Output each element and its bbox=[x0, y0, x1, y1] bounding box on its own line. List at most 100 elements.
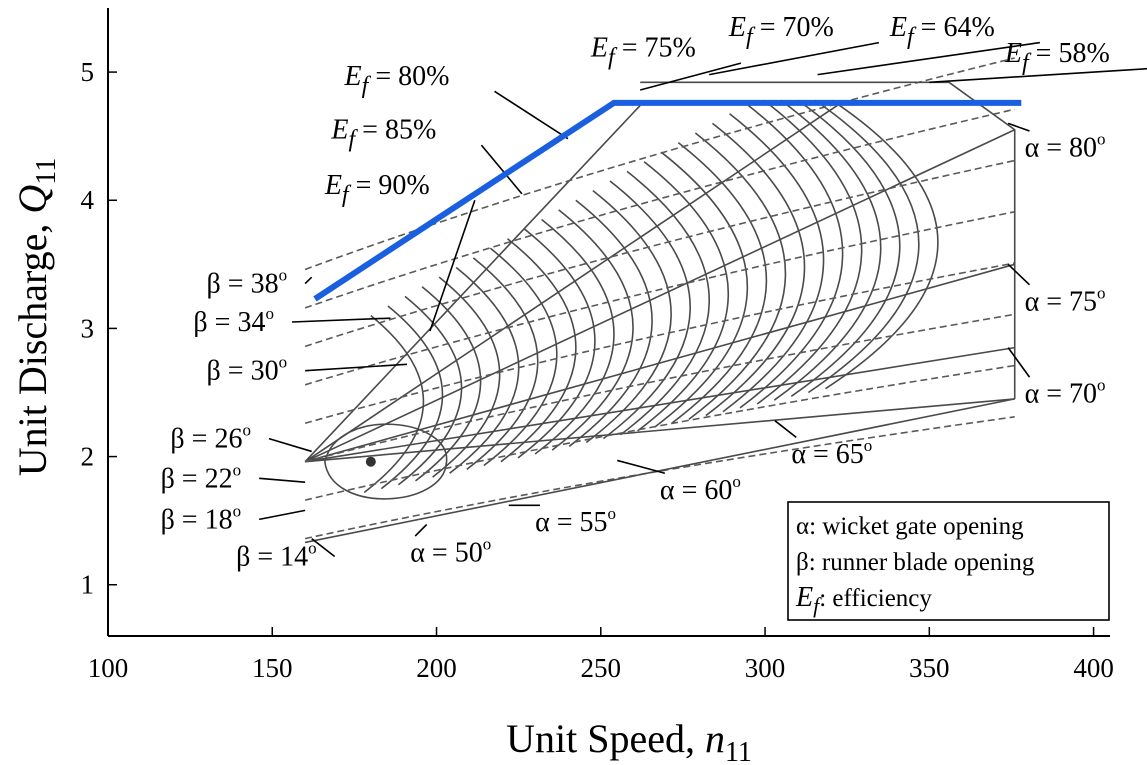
legend-entry: Ef: efficiency bbox=[795, 582, 932, 618]
efficiency-contour bbox=[825, 99, 939, 390]
efficiency-contour bbox=[363, 314, 425, 494]
gate-opening-line bbox=[305, 398, 1015, 463]
efficiency-contour bbox=[534, 218, 615, 455]
annotations: Ef = 80% Ef = 75% Ef = 70% Ef = 64%Ef = 58%… bbox=[161, 12, 1147, 573]
efficiency-contour bbox=[807, 99, 920, 394]
efficiency-contour bbox=[500, 238, 577, 463]
legend: α: wicket gate opening β: runner blade op… bbox=[787, 501, 1110, 621]
legend-entry: β: runner blade opening bbox=[796, 549, 1035, 576]
efficiency-contour bbox=[756, 99, 863, 405]
y-tick-label: 4 bbox=[81, 185, 95, 215]
x-axis-title: Unit Speed, n11 bbox=[506, 716, 752, 765]
y-tick-label: 1 bbox=[81, 570, 95, 600]
efficiency-contour bbox=[397, 295, 463, 486]
blade-opening-curve bbox=[304, 262, 1015, 425]
y-axis-title: Unit Discharge, Q11 bbox=[10, 158, 62, 476]
gate-opening-leader-line bbox=[1007, 347, 1031, 378]
gate-opening-label: α = 60o bbox=[660, 472, 741, 506]
y-tick-label: 2 bbox=[81, 442, 95, 472]
blade-opening-label: β = 26o bbox=[170, 421, 251, 455]
efficiency-contour bbox=[637, 161, 730, 432]
x-tick-label: 100 bbox=[88, 653, 129, 683]
blade-opening-curve bbox=[304, 313, 1015, 463]
efficiency-label: Ef = 70% bbox=[728, 12, 834, 50]
efficiency-label: Ef = 58% bbox=[1004, 38, 1110, 76]
blade-opening-curve bbox=[304, 57, 1015, 271]
legend-entry: α: wicket gate opening bbox=[796, 513, 1024, 540]
efficiency-contour bbox=[517, 228, 596, 459]
x-tick-label: 350 bbox=[909, 653, 950, 683]
blade-opening-label: β = 18o bbox=[161, 501, 242, 535]
efficiency-contour bbox=[602, 180, 691, 440]
x-tick-label: 200 bbox=[416, 653, 457, 683]
gate-opening-leader-line bbox=[617, 459, 666, 475]
gate-opening-line bbox=[304, 346, 1015, 463]
y-tick-label: 5 bbox=[81, 57, 95, 87]
blade-opening-leader-line bbox=[305, 363, 408, 372]
efficiency-leader-line bbox=[429, 199, 476, 332]
blade-opening-curve bbox=[304, 159, 1015, 348]
efficiency-contour bbox=[739, 103, 844, 409]
efficiency-contour bbox=[773, 99, 882, 401]
legend-box bbox=[787, 501, 1110, 621]
hill-boundary bbox=[640, 81, 1016, 399]
blade-opening-leader-line bbox=[258, 509, 306, 521]
efficiency-leader-line bbox=[709, 41, 880, 76]
efficiency-contour bbox=[671, 141, 768, 424]
blade-opening-label: β = 30o bbox=[207, 353, 288, 387]
efficiency-label: Ef = 90% bbox=[324, 170, 430, 208]
blade-opening-label: β = 22o bbox=[161, 460, 242, 494]
efficiency-peak-loop bbox=[324, 423, 448, 500]
efficiency-contour bbox=[466, 257, 539, 471]
gate-opening-leader-line bbox=[414, 523, 428, 537]
blade-opening-label: β = 14o bbox=[236, 539, 317, 573]
blade-opening-curve bbox=[304, 364, 1015, 501]
efficiency-contour bbox=[620, 170, 710, 436]
gate-opening-line bbox=[304, 263, 1015, 463]
gate-opening-label: α = 65o bbox=[791, 436, 872, 470]
efficiency-leader-line bbox=[494, 90, 569, 140]
hill-diagram-curves bbox=[304, 57, 1016, 544]
efficiency-contour bbox=[705, 122, 806, 417]
blade-opening-leader-line bbox=[259, 477, 306, 484]
efficiency-contour bbox=[415, 286, 482, 482]
efficiency-contour bbox=[432, 276, 501, 478]
best-efficiency-point bbox=[365, 456, 376, 467]
gate-opening-leader-line bbox=[1007, 263, 1031, 286]
gate-opening-line bbox=[304, 104, 641, 463]
efficiency-leader-line bbox=[817, 41, 1041, 76]
efficiency-label: Ef = 85% bbox=[330, 115, 436, 153]
axes: 100 150 200 250 300 350 400 1 2 3 4 5 Unit Speed, n1… bbox=[10, 8, 1114, 765]
blade-opening-leader-line bbox=[304, 276, 313, 285]
gate-opening-line bbox=[304, 129, 1016, 463]
efficiency-leader-line bbox=[480, 144, 523, 195]
gate-opening-leader-line bbox=[1007, 122, 1030, 132]
blade-opening-curve bbox=[304, 108, 1015, 309]
x-tick-label: 150 bbox=[252, 653, 293, 683]
blade-opening-curve bbox=[304, 210, 1015, 386]
efficiency-contour bbox=[585, 190, 672, 444]
gate-opening-line bbox=[304, 104, 838, 463]
efficiency-leader-line bbox=[640, 62, 742, 91]
x-tick-label: 400 bbox=[1073, 653, 1114, 683]
blade-opening-leader-line bbox=[291, 317, 391, 323]
gate-opening-label: α = 70o bbox=[1025, 376, 1106, 410]
efficiency-label: Ef = 75% bbox=[590, 33, 696, 71]
hill-boundary bbox=[304, 398, 1015, 544]
efficiency-label: Ef = 80% bbox=[344, 61, 450, 99]
gate-opening-label: α = 50o bbox=[410, 535, 491, 569]
blade-opening-leader-line bbox=[311, 537, 336, 558]
efficiency-leader-line bbox=[929, 67, 1147, 84]
y-tick-label: 3 bbox=[81, 313, 95, 343]
blade-opening-label: β = 38o bbox=[207, 266, 288, 300]
gate-opening-leader-line bbox=[774, 420, 797, 438]
efficiency-contour bbox=[654, 151, 749, 428]
x-tick-label: 300 bbox=[745, 653, 786, 683]
gate-opening-label: α = 80o bbox=[1025, 130, 1106, 164]
efficiency-label: Ef = 64% bbox=[889, 12, 995, 50]
blade-opening-leader-line bbox=[268, 437, 312, 453]
efficiency-contour bbox=[483, 247, 558, 467]
series-layer bbox=[313, 99, 1022, 302]
efficiency-contour bbox=[790, 99, 901, 397]
